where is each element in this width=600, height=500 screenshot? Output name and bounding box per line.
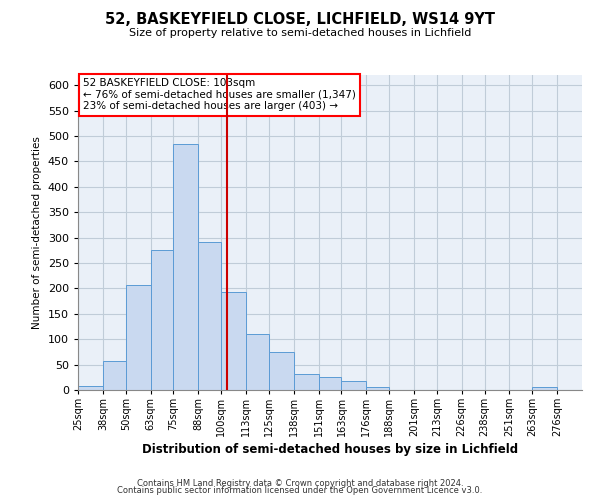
Bar (246, 334, 269, 390)
Bar (173, 144, 198, 390)
Bar (294, 374, 319, 390)
Bar (366, 388, 389, 390)
Text: Size of property relative to semi-detached houses in Lichfield: Size of property relative to semi-detach… (129, 28, 471, 38)
Bar (78, 386, 103, 390)
Bar (341, 382, 366, 390)
Bar (126, 285, 151, 390)
Text: Contains HM Land Registry data © Crown copyright and database right 2024.: Contains HM Land Registry data © Crown c… (137, 478, 463, 488)
Bar (103, 361, 126, 390)
X-axis label: Distribution of semi-detached houses by size in Lichfield: Distribution of semi-detached houses by … (142, 444, 518, 456)
Text: 52 BASKEYFIELD CLOSE: 103sqm
← 76% of semi-detached houses are smaller (1,347)
2: 52 BASKEYFIELD CLOSE: 103sqm ← 76% of se… (83, 78, 356, 112)
Bar (319, 378, 341, 390)
Bar (532, 388, 557, 390)
Y-axis label: Number of semi-detached properties: Number of semi-detached properties (32, 136, 42, 329)
Bar (151, 250, 173, 390)
Bar (221, 292, 246, 390)
Bar (269, 352, 294, 390)
Text: Contains public sector information licensed under the Open Government Licence v3: Contains public sector information licen… (118, 486, 482, 495)
Bar (198, 242, 221, 390)
Text: 52, BASKEYFIELD CLOSE, LICHFIELD, WS14 9YT: 52, BASKEYFIELD CLOSE, LICHFIELD, WS14 9… (105, 12, 495, 28)
